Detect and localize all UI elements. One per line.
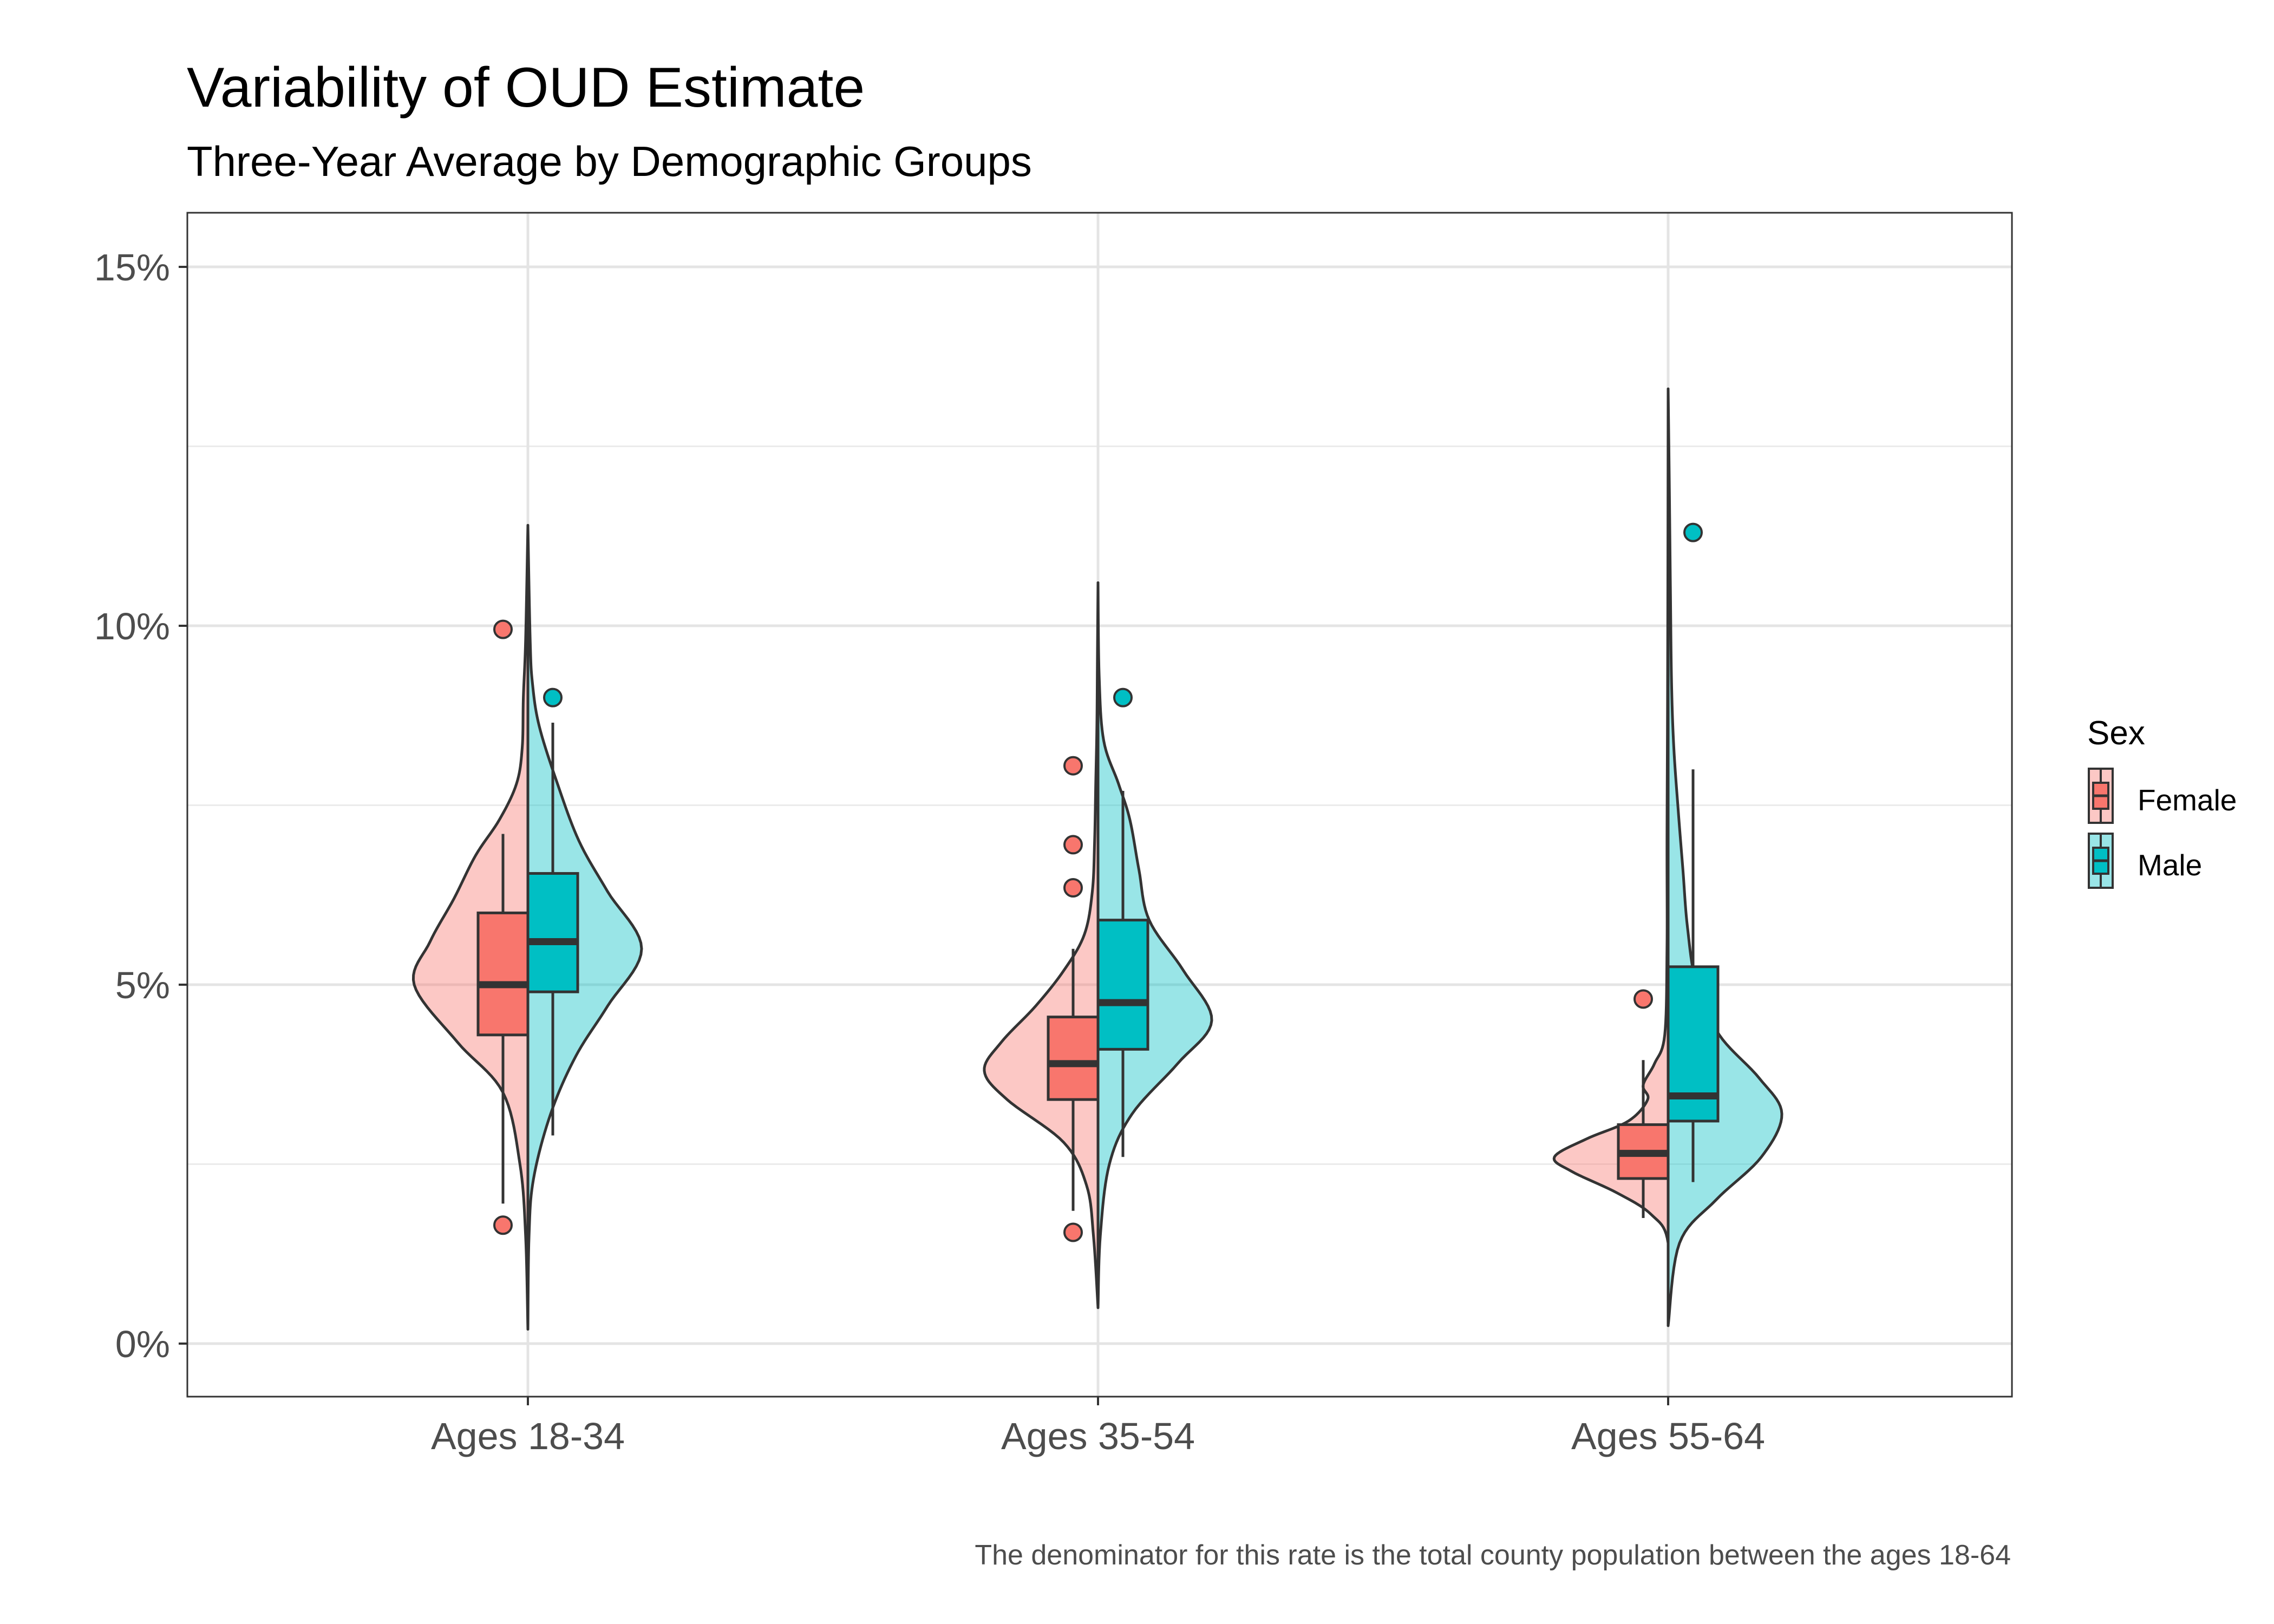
legend-key-female: [2088, 768, 2114, 824]
box-male-ages-35-54: [1096, 919, 1149, 1051]
x-tick-label-ages-18-34: Ages 18-34: [431, 1415, 625, 1457]
y-tick-label-3: 15%: [94, 246, 170, 289]
outlier-male-ages-35-54-0: [1113, 687, 1133, 708]
violin-female-ages-18-34: [411, 523, 530, 1331]
plot-panel-border: [186, 212, 2013, 1398]
violin-female-ages-55-64: [1552, 387, 1670, 1327]
y-tick-label-1: 5%: [115, 964, 170, 1006]
legend-label-male: Male: [2138, 848, 2202, 882]
outlier-female-ages-35-54-2: [1063, 878, 1083, 898]
legend-label-female: Female: [2138, 783, 2237, 817]
axes: 0% 5% 10% 15% Ages 18-34 Ages 35-54 Ages 55-64: [94, 246, 1765, 1457]
violin-female-ages-35-54: [983, 581, 1100, 1309]
outlier-male-ages-55-64-0: [1683, 522, 1703, 542]
box-male-ages-18-34: [526, 872, 579, 993]
legend-keys: [2088, 768, 2114, 889]
outlier-female-ages-35-54-3: [1063, 1222, 1083, 1242]
chart-caption: The denominator for this rate is the tot…: [975, 1540, 2011, 1571]
box-female-ages-18-34: [476, 911, 530, 1037]
outlier-female-ages-35-54-0: [1063, 756, 1083, 776]
y-tick-label-0: 0%: [115, 1323, 170, 1365]
chart-title: Variability of OUD Estimate: [187, 56, 865, 119]
legend: Sex Female Male: [2087, 715, 2237, 889]
legend-title: Sex: [2087, 715, 2145, 752]
boxplots: [476, 723, 1720, 1218]
y-tick-label-2: 10%: [94, 605, 170, 647]
chart-subtitle: Three-Year Average by Demographic Groups: [187, 137, 1032, 185]
box-female-ages-35-54: [1047, 1016, 1100, 1101]
x-tick-label-ages-35-54: Ages 35-54: [1001, 1415, 1195, 1457]
outlier-points: [493, 522, 1703, 1242]
outlier-female-ages-18-34-1: [493, 1215, 513, 1235]
violin-male-ages-18-34: [526, 523, 643, 1331]
x-tick-label-ages-55-64: Ages 55-64: [1571, 1415, 1765, 1457]
outlier-female-ages-18-34-0: [493, 619, 513, 639]
legend-key-male: [2088, 833, 2114, 889]
outlier-female-ages-35-54-1: [1063, 835, 1083, 855]
outlier-female-ages-55-64-0: [1633, 989, 1653, 1009]
outlier-male-ages-18-34-0: [543, 687, 563, 708]
violin-male-ages-35-54: [1096, 581, 1213, 1309]
